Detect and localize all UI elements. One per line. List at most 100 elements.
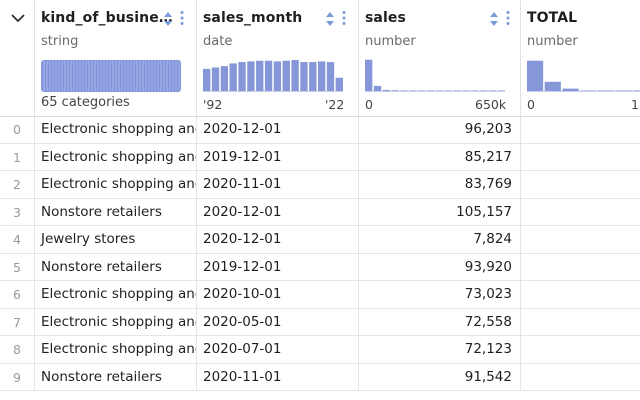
row-index[interactable]: 4	[0, 226, 35, 253]
histogram-bar[interactable]	[317, 61, 326, 92]
cell-sales-month[interactable]: 2020-05-01	[197, 308, 359, 335]
histogram-bar[interactable]	[309, 62, 317, 92]
table-row[interactable]: 7 Electronic shopping and 2020-05-01 72,558…	[0, 308, 640, 336]
row-index[interactable]: 3	[0, 198, 35, 225]
histogram-bar[interactable]	[300, 62, 308, 92]
histogram-bar[interactable]	[282, 60, 290, 92]
cell-sales-month[interactable]: 2020-11-01	[197, 363, 359, 390]
table-row[interactable]: 1 Electronic shopping and 2019-12-01 85,217…	[0, 143, 640, 171]
cell-sales[interactable]: 85,217	[359, 143, 521, 170]
cell-total[interactable]: 75	[521, 226, 640, 253]
kebab-menu-icon[interactable]	[505, 10, 511, 26]
cell-sales[interactable]: 73,023	[359, 281, 521, 308]
row-index[interactable]: 8	[0, 336, 35, 363]
cell-sales-month[interactable]: 2020-10-01	[197, 281, 359, 308]
histogram-bar[interactable]	[238, 62, 246, 92]
cell-sales[interactable]: 72,558	[359, 308, 521, 335]
sort-icon[interactable]	[163, 11, 173, 27]
cell-kind-of-business[interactable]: Electronic shopping and	[35, 171, 197, 198]
cell-total[interactable]: 7,45	[521, 171, 640, 198]
histogram-bar[interactable]	[291, 60, 299, 92]
cell-sales-month[interactable]: 2020-12-01	[197, 198, 359, 225]
kebab-menu-icon[interactable]	[179, 10, 185, 26]
table-row[interactable]: 6 Electronic shopping and 2020-10-01 73,023…	[0, 281, 640, 309]
cell-kind-of-business[interactable]: Nonstore retailers	[35, 198, 197, 225]
cell-total[interactable]: 9,51	[521, 364, 640, 391]
chevron-down-icon[interactable]	[10, 10, 26, 26]
table-row[interactable]: 2 Electronic shopping and 2020-11-01 83,769…	[0, 171, 640, 199]
row-index[interactable]: 6	[0, 281, 35, 308]
cell-sales[interactable]: 72,123	[359, 336, 521, 363]
sort-icon[interactable]	[325, 11, 335, 27]
cell-sales-month[interactable]: 2020-12-01	[197, 226, 359, 253]
cell-sales[interactable]: 96,203	[359, 116, 521, 143]
cell-sales[interactable]: 83,769	[359, 171, 521, 198]
cell-kind-of-business[interactable]: Electronic shopping and	[35, 308, 197, 335]
column-header-total[interactable]: TOTAL number 0 1	[521, 0, 640, 116]
histogram-bar[interactable]	[203, 68, 211, 92]
column-name: sales_month	[203, 10, 303, 26]
histogram-bar[interactable]	[373, 85, 382, 92]
histogram-bar[interactable]	[273, 61, 282, 92]
histogram-bar[interactable]	[220, 66, 229, 92]
histogram-bar[interactable]	[365, 59, 373, 92]
cell-kind-of-business[interactable]: Nonstore retailers	[35, 363, 197, 390]
table-row[interactable]: 0 Electronic shopping and 2020-12-01 96,203…	[0, 116, 640, 144]
cell-sales[interactable]: 105,157	[359, 198, 521, 225]
histogram-bar[interactable]	[527, 60, 544, 92]
row-index[interactable]: 7	[0, 308, 35, 335]
kebab-menu-icon[interactable]	[341, 10, 347, 26]
cell-kind-of-business[interactable]: Jewelry stores	[35, 226, 197, 253]
histogram[interactable]	[203, 58, 343, 92]
histogram[interactable]	[365, 58, 505, 92]
row-index[interactable]: 9	[0, 363, 35, 390]
cell-kind-of-business[interactable]: Electronic shopping and	[35, 143, 197, 170]
cell-kind-of-business[interactable]: Electronic shopping and	[35, 116, 197, 143]
sort-icon[interactable]	[489, 11, 499, 27]
histogram-bar[interactable]	[382, 89, 391, 92]
cell-total[interactable]: 7,45	[521, 336, 640, 363]
row-index[interactable]: 0	[0, 116, 35, 143]
histogram-bar[interactable]	[326, 62, 335, 92]
column-header-sales-month[interactable]: sales_month date '92 '22	[197, 0, 359, 116]
cell-total[interactable]: 7,45	[521, 116, 640, 143]
cell-total[interactable]: 7,45	[521, 309, 640, 336]
histogram-bar[interactable]	[247, 61, 255, 92]
cell-sales-month[interactable]: 2020-07-01	[197, 336, 359, 363]
histogram-bar[interactable]	[335, 77, 343, 92]
cell-sales-month[interactable]: 2020-12-01	[197, 116, 359, 143]
cell-total[interactable]: 7,45	[521, 281, 640, 308]
cell-total[interactable]: 9,51	[521, 254, 640, 281]
histogram[interactable]	[527, 58, 640, 92]
histogram-bar[interactable]	[229, 63, 237, 92]
cell-sales-month[interactable]: 2020-11-01	[197, 171, 359, 198]
category-distribution-bar[interactable]	[41, 60, 181, 92]
cell-sales[interactable]: 7,824	[359, 226, 521, 253]
cell-sales[interactable]: 91,542	[359, 363, 521, 390]
cell-sales-month[interactable]: 2019-12-01	[197, 143, 359, 170]
cell-kind-of-business[interactable]: Electronic shopping and	[35, 281, 197, 308]
cell-total[interactable]: 9,51	[521, 199, 640, 226]
row-index[interactable]: 2	[0, 171, 35, 198]
cell-sales-month[interactable]: 2019-12-01	[197, 253, 359, 280]
histogram-bar[interactable]	[544, 81, 561, 92]
table-row[interactable]: 8 Electronic shopping and 2020-07-01 72,123…	[0, 336, 640, 364]
column-header-sales[interactable]: sales number 0 650k	[359, 0, 521, 116]
histogram-bar[interactable]	[256, 60, 264, 92]
row-index[interactable]: 5	[0, 253, 35, 280]
axis-min-label: 0	[527, 97, 535, 112]
cell-kind-of-business[interactable]: Electronic shopping and	[35, 336, 197, 363]
histogram-bar[interactable]	[562, 88, 579, 92]
cell-kind-of-business[interactable]: Nonstore retailers	[35, 253, 197, 280]
row-index[interactable]: 1	[0, 143, 35, 170]
cell-total[interactable]: 7,45	[521, 144, 640, 171]
cell-sales[interactable]: 93,920	[359, 253, 521, 280]
column-header-kind-of-business[interactable]: kind_of_busine… string 65 categories	[35, 0, 197, 116]
histogram-bar[interactable]	[211, 67, 220, 92]
histogram-bar[interactable]	[264, 60, 273, 92]
